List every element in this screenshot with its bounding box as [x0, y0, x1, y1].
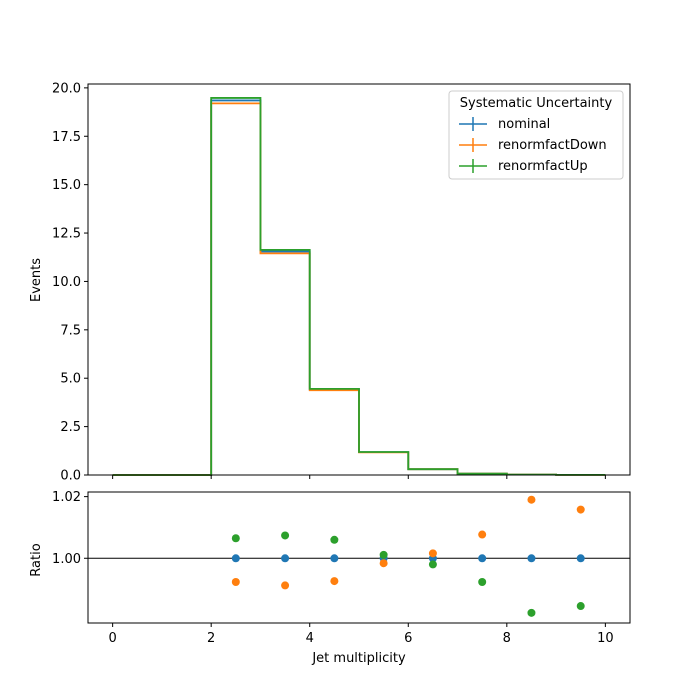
ratio-x-ticks: 0 2 4 6 8 10 [108, 623, 614, 646]
ratio-point-renormfactDown [231, 578, 240, 587]
legend-entry-nominal: nominal [459, 117, 550, 132]
ratio-point-renormfactUp [428, 560, 437, 569]
main-y-tick-label: 0.0 [60, 469, 81, 484]
ratio-point-renormfactDown [478, 530, 487, 539]
legend-box [448, 90, 624, 180]
main-y-tick-label: 17.5 [52, 130, 81, 145]
main-y-ticks: 0.0 2.5 5.0 7.5 10.0 12.5 15.0 17.5 20.0 [52, 81, 88, 484]
ratio-point-renormfactDown [428, 549, 437, 558]
main-y-tick-label: 10.0 [52, 275, 81, 290]
ratio-x-tick-label: 2 [207, 631, 215, 646]
legend-entry-renormfactDown: renormfactDown [459, 138, 607, 153]
ratio-point-renormfactUp [527, 608, 536, 617]
x-axis-label: Jet multiplicity [311, 651, 406, 666]
main-y-tick-label: 12.5 [52, 227, 81, 242]
ratio-point-nominal [576, 554, 585, 563]
ratio-point-nominal [478, 554, 487, 563]
ratio-point-renormfactDown [527, 495, 536, 504]
ratio-y-tick-label: 1.02 [52, 490, 81, 505]
ratio-points-layer [231, 495, 585, 617]
main-y-tick-label: 2.5 [60, 420, 81, 435]
legend-entry-renormfactUp: renormfactUp [459, 159, 588, 174]
ratio-point-renormfactUp [478, 578, 487, 587]
ratio-point-nominal [231, 554, 240, 563]
ratio-x-tick-label: 6 [404, 631, 412, 646]
ratio-axes-frame [87, 491, 631, 624]
legend: Systematic Uncertainty nominal renormfac… [448, 90, 624, 180]
ratio-point-renormfactUp [379, 550, 388, 559]
ratio-x-tick-label: 4 [306, 631, 314, 646]
ratio-point-renormfactDown [281, 581, 290, 590]
ratio-point-renormfactDown [576, 505, 585, 514]
ratio-point-nominal [330, 554, 339, 563]
ratio-point-renormfactUp [576, 602, 585, 611]
ratio-y-ticks: 1.00 1.02 [52, 490, 88, 567]
ratio-point-nominal [281, 554, 290, 563]
ratio-point-renormfactDown [379, 559, 388, 568]
ratio-y-axis-label: Ratio [29, 543, 44, 576]
main-y-axis-label: Events [29, 258, 44, 302]
legend-title: Systematic Uncertainty [460, 96, 613, 111]
ratio-x-tick-label: 10 [597, 631, 614, 646]
ratio-y-tick-label: 1.00 [52, 552, 81, 567]
ratio-point-renormfactDown [330, 577, 339, 586]
ratio-point-renormfactUp [231, 534, 240, 543]
ratio-point-renormfactUp [330, 535, 339, 544]
main-y-tick-label: 7.5 [60, 323, 81, 338]
legend-label-nominal: nominal [498, 117, 550, 132]
legend-label-renormfactDown: renormfactDown [498, 138, 607, 153]
main-axes-frame [87, 83, 631, 476]
ratio-point-renormfactUp [281, 531, 290, 540]
main-y-tick-label: 15.0 [52, 178, 81, 193]
ratio-point-nominal [527, 554, 536, 563]
legend-label-renormfactUp: renormfactUp [498, 159, 588, 174]
ratio-x-tick-label: 8 [503, 631, 511, 646]
ratio-x-tick-label: 0 [108, 631, 116, 646]
main-y-tick-label: 20.0 [52, 81, 81, 96]
main-x-ticks [112, 475, 606, 479]
main-panel: 0.02.55.07.510.012.515.017.520.0 Events … [29, 81, 631, 484]
main-y-tick-label: 5.0 [60, 372, 81, 387]
ratio-panel: 1.00 1.02 0 2 4 6 8 10 Ratio Jet multiplicity [29, 490, 631, 666]
